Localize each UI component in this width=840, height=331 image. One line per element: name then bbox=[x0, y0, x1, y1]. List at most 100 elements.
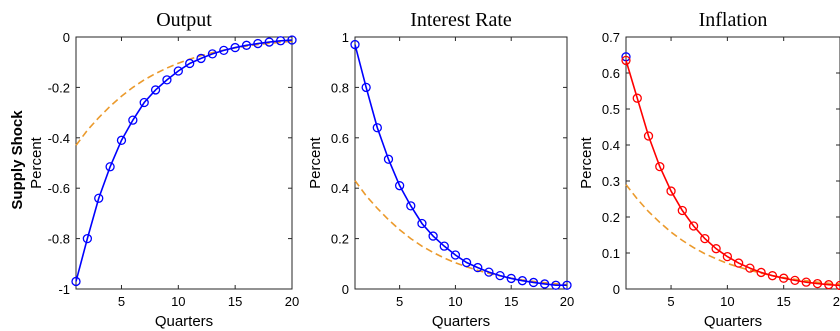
data-point bbox=[116, 135, 127, 145]
x-tick-label: 20 bbox=[285, 294, 299, 309]
data-point bbox=[185, 58, 195, 69]
data-point bbox=[287, 35, 297, 45]
data-point bbox=[632, 93, 642, 103]
y-tick-label: -1 bbox=[58, 282, 70, 297]
y-tick-label: 0.5 bbox=[602, 102, 620, 117]
x-tick-label: 5 bbox=[396, 294, 403, 309]
y-tick-label: 0.8 bbox=[331, 80, 349, 95]
data-point bbox=[733, 258, 744, 268]
data-point bbox=[473, 262, 483, 273]
data-point bbox=[372, 123, 382, 133]
y-tick-label: 0.1 bbox=[602, 246, 620, 261]
x-axis-label: Quarters bbox=[432, 313, 490, 330]
x-axis-label: Quarters bbox=[155, 313, 213, 330]
x-tick-label: 10 bbox=[171, 294, 185, 309]
data-point bbox=[253, 38, 263, 49]
data-point bbox=[506, 273, 516, 284]
y-tick-label: -0.2 bbox=[48, 80, 70, 95]
y-tick-label: -0.4 bbox=[48, 131, 70, 146]
y-tick-label: 0 bbox=[342, 282, 349, 297]
x-tick-label: 20 bbox=[560, 294, 574, 309]
data-point bbox=[394, 181, 405, 191]
chart-panel-2: Interest Rate 5 10 15 20 0 0.2 0.4 0.6 0.8 1 Quarte… bbox=[307, 9, 574, 330]
data-point bbox=[495, 270, 505, 281]
data-point bbox=[162, 75, 172, 85]
data-point bbox=[128, 115, 138, 125]
data-point bbox=[173, 66, 183, 76]
y-tick-label: 0.7 bbox=[602, 30, 620, 45]
series-line bbox=[75, 40, 293, 146]
axes-box bbox=[625, 36, 840, 290]
data-point bbox=[745, 263, 755, 273]
y-tick-label: 0.4 bbox=[331, 181, 349, 196]
data-point bbox=[835, 280, 840, 291]
x-tick-label: 15 bbox=[776, 294, 790, 309]
data-point bbox=[71, 276, 81, 287]
axes-box bbox=[75, 36, 293, 290]
series-line bbox=[625, 184, 840, 285]
data-point bbox=[824, 280, 834, 290]
y-tick-label: 0.2 bbox=[602, 210, 620, 225]
data-point bbox=[643, 131, 654, 141]
data-point bbox=[406, 201, 416, 211]
data-point bbox=[655, 161, 665, 172]
data-point bbox=[688, 221, 699, 231]
data-point bbox=[82, 233, 93, 244]
y-tick-label: 0.6 bbox=[602, 66, 620, 81]
data-point bbox=[383, 154, 394, 164]
y-tick-label: 0.2 bbox=[331, 232, 349, 247]
row-label: Supply Shock bbox=[9, 110, 26, 210]
data-point bbox=[700, 233, 710, 244]
data-point bbox=[722, 251, 733, 262]
data-point bbox=[350, 39, 360, 50]
data-point bbox=[562, 280, 572, 290]
data-point bbox=[230, 42, 240, 53]
data-point bbox=[711, 244, 721, 254]
y-axis-label: Percent bbox=[307, 136, 324, 189]
y-tick-label: 0 bbox=[613, 282, 620, 297]
data-point bbox=[417, 218, 427, 229]
data-point bbox=[139, 97, 149, 108]
data-point bbox=[207, 49, 218, 59]
data-point bbox=[801, 277, 811, 287]
data-point bbox=[428, 231, 438, 241]
data-point bbox=[484, 267, 494, 277]
y-tick-label: 0.3 bbox=[602, 174, 620, 189]
y-tick-label: -0.8 bbox=[48, 232, 70, 247]
series-line bbox=[354, 44, 567, 287]
data-point bbox=[540, 279, 550, 289]
y-tick-label: -0.6 bbox=[48, 181, 70, 196]
y-axis-label: Percent bbox=[28, 136, 45, 189]
axes-box bbox=[354, 36, 568, 290]
y-tick-label: 0.4 bbox=[602, 138, 620, 153]
data-point bbox=[105, 162, 115, 172]
y-tick-label: 0.6 bbox=[331, 131, 349, 146]
data-point bbox=[551, 280, 561, 290]
data-point bbox=[666, 186, 676, 196]
data-point bbox=[767, 271, 778, 281]
chart-panel-3: Inflation 5 10 15 20 0 0.1 0.2 0.3 0.4 0.5 0.6 0.7 Qu… bbox=[578, 9, 840, 330]
data-point bbox=[450, 250, 461, 260]
y-axis-label: Percent bbox=[578, 136, 595, 189]
data-point bbox=[275, 36, 286, 46]
y-tick-label: 1 bbox=[342, 30, 349, 45]
data-point bbox=[756, 267, 766, 278]
x-axis-label: Quarters bbox=[704, 313, 762, 330]
data-point bbox=[264, 37, 274, 47]
data-point bbox=[779, 273, 789, 283]
y-tick-label: 0 bbox=[63, 30, 70, 45]
data-point bbox=[94, 193, 104, 203]
data-point bbox=[790, 275, 800, 286]
data-point bbox=[677, 205, 687, 216]
x-tick-label: 15 bbox=[504, 294, 518, 309]
chart-title: Output bbox=[156, 9, 212, 31]
series-line bbox=[354, 180, 568, 286]
data-point bbox=[812, 278, 823, 289]
chart-title: Interest Rate bbox=[410, 9, 512, 31]
data-point bbox=[241, 40, 252, 50]
data-point bbox=[461, 257, 472, 268]
x-tick-label: 10 bbox=[720, 294, 734, 309]
chart-title: Inflation bbox=[699, 9, 768, 31]
x-tick-label: 15 bbox=[228, 294, 242, 309]
